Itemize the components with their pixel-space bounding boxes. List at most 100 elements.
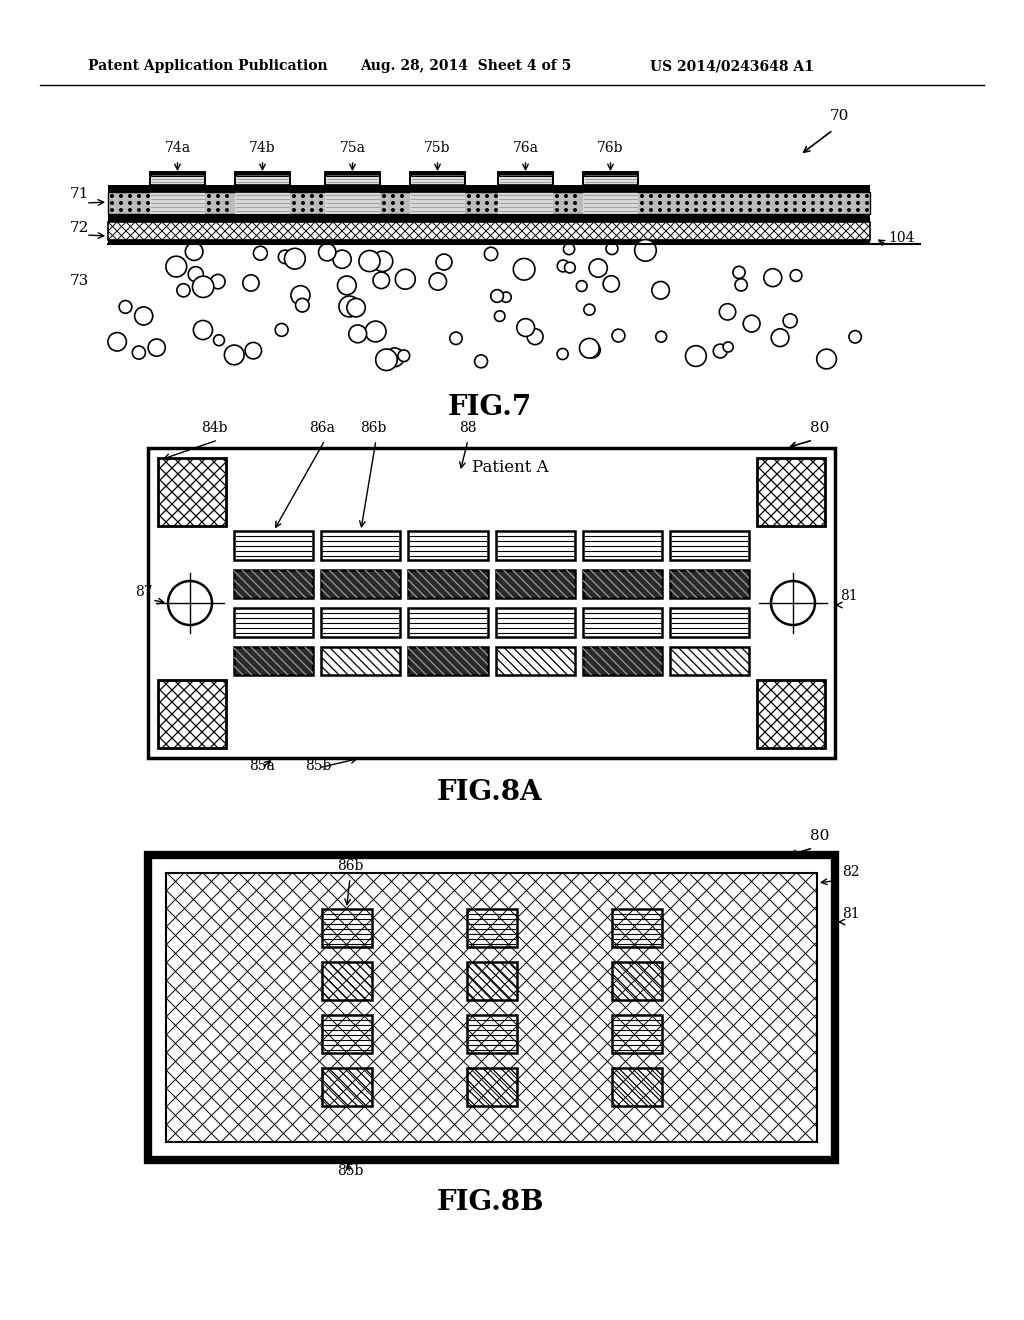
Bar bbox=[234, 531, 313, 560]
Text: 76b: 76b bbox=[597, 141, 624, 154]
Text: 84b: 84b bbox=[201, 421, 227, 436]
Circle shape bbox=[820, 194, 824, 198]
Circle shape bbox=[484, 247, 498, 260]
Circle shape bbox=[557, 260, 569, 272]
Circle shape bbox=[775, 194, 779, 198]
Circle shape bbox=[207, 194, 211, 198]
Circle shape bbox=[735, 279, 748, 290]
Circle shape bbox=[849, 330, 861, 343]
Circle shape bbox=[865, 194, 869, 198]
Bar bbox=[611, 909, 662, 946]
Circle shape bbox=[485, 209, 489, 213]
Circle shape bbox=[577, 281, 587, 292]
Bar bbox=[757, 458, 825, 525]
Bar bbox=[234, 569, 313, 598]
Bar bbox=[583, 172, 638, 191]
Circle shape bbox=[291, 285, 310, 305]
Circle shape bbox=[712, 209, 716, 213]
Text: FIG.7: FIG.7 bbox=[447, 393, 532, 421]
Circle shape bbox=[495, 310, 505, 321]
Bar bbox=[498, 172, 553, 185]
Circle shape bbox=[703, 209, 707, 213]
Circle shape bbox=[783, 314, 797, 327]
Circle shape bbox=[275, 323, 288, 337]
Circle shape bbox=[573, 209, 577, 213]
Circle shape bbox=[667, 194, 671, 198]
Circle shape bbox=[494, 209, 498, 213]
Circle shape bbox=[667, 201, 671, 205]
Text: 86b: 86b bbox=[337, 859, 364, 873]
Circle shape bbox=[148, 339, 165, 356]
Bar bbox=[496, 569, 574, 598]
Bar bbox=[234, 172, 290, 177]
Bar bbox=[496, 531, 574, 560]
Circle shape bbox=[802, 209, 806, 213]
Circle shape bbox=[310, 201, 314, 205]
Circle shape bbox=[450, 333, 462, 345]
Circle shape bbox=[146, 209, 150, 213]
Circle shape bbox=[811, 209, 815, 213]
Circle shape bbox=[865, 201, 869, 205]
Text: 70: 70 bbox=[830, 110, 849, 123]
Circle shape bbox=[555, 201, 559, 205]
Circle shape bbox=[721, 209, 725, 213]
Text: 81: 81 bbox=[842, 907, 859, 921]
Circle shape bbox=[214, 335, 224, 346]
Circle shape bbox=[245, 342, 261, 359]
Circle shape bbox=[694, 209, 698, 213]
Circle shape bbox=[606, 243, 617, 255]
Bar bbox=[498, 172, 553, 177]
Circle shape bbox=[485, 194, 489, 198]
Circle shape bbox=[694, 194, 698, 198]
Bar bbox=[322, 569, 400, 598]
Circle shape bbox=[373, 251, 393, 272]
Bar bbox=[496, 609, 574, 636]
Circle shape bbox=[757, 201, 761, 205]
Circle shape bbox=[557, 348, 568, 359]
Circle shape bbox=[573, 194, 577, 198]
Bar bbox=[409, 531, 487, 560]
Circle shape bbox=[802, 201, 806, 205]
Text: 104: 104 bbox=[888, 231, 914, 246]
Circle shape bbox=[676, 201, 680, 205]
Circle shape bbox=[207, 201, 211, 205]
Circle shape bbox=[564, 194, 568, 198]
Circle shape bbox=[128, 209, 132, 213]
Circle shape bbox=[820, 209, 824, 213]
Circle shape bbox=[128, 201, 132, 205]
Circle shape bbox=[585, 342, 600, 358]
Circle shape bbox=[185, 243, 203, 260]
Circle shape bbox=[391, 209, 395, 213]
Bar bbox=[322, 647, 400, 675]
Text: 74a: 74a bbox=[165, 141, 190, 154]
Circle shape bbox=[555, 209, 559, 213]
Circle shape bbox=[658, 209, 662, 213]
Bar bbox=[757, 680, 825, 748]
Bar bbox=[322, 962, 372, 1001]
Bar bbox=[325, 172, 380, 177]
Circle shape bbox=[494, 201, 498, 205]
Circle shape bbox=[811, 201, 815, 205]
Circle shape bbox=[119, 194, 123, 198]
Text: 85a: 85a bbox=[249, 759, 274, 774]
Circle shape bbox=[517, 318, 535, 337]
Circle shape bbox=[730, 194, 734, 198]
Circle shape bbox=[703, 201, 707, 205]
Circle shape bbox=[108, 333, 126, 351]
Circle shape bbox=[658, 201, 662, 205]
Bar bbox=[166, 873, 817, 1142]
Text: 82: 82 bbox=[842, 865, 859, 879]
Text: 74b: 74b bbox=[249, 141, 275, 154]
Circle shape bbox=[748, 194, 752, 198]
Text: 73: 73 bbox=[70, 275, 89, 288]
Bar bbox=[108, 185, 870, 191]
Circle shape bbox=[339, 296, 359, 317]
Text: 75a: 75a bbox=[340, 141, 366, 154]
Circle shape bbox=[400, 209, 404, 213]
Text: 85b: 85b bbox=[305, 759, 331, 774]
Circle shape bbox=[429, 273, 446, 290]
Bar bbox=[150, 172, 205, 191]
Circle shape bbox=[285, 248, 305, 269]
Circle shape bbox=[494, 194, 498, 198]
Text: US 2014/0243648 A1: US 2014/0243648 A1 bbox=[650, 59, 814, 73]
